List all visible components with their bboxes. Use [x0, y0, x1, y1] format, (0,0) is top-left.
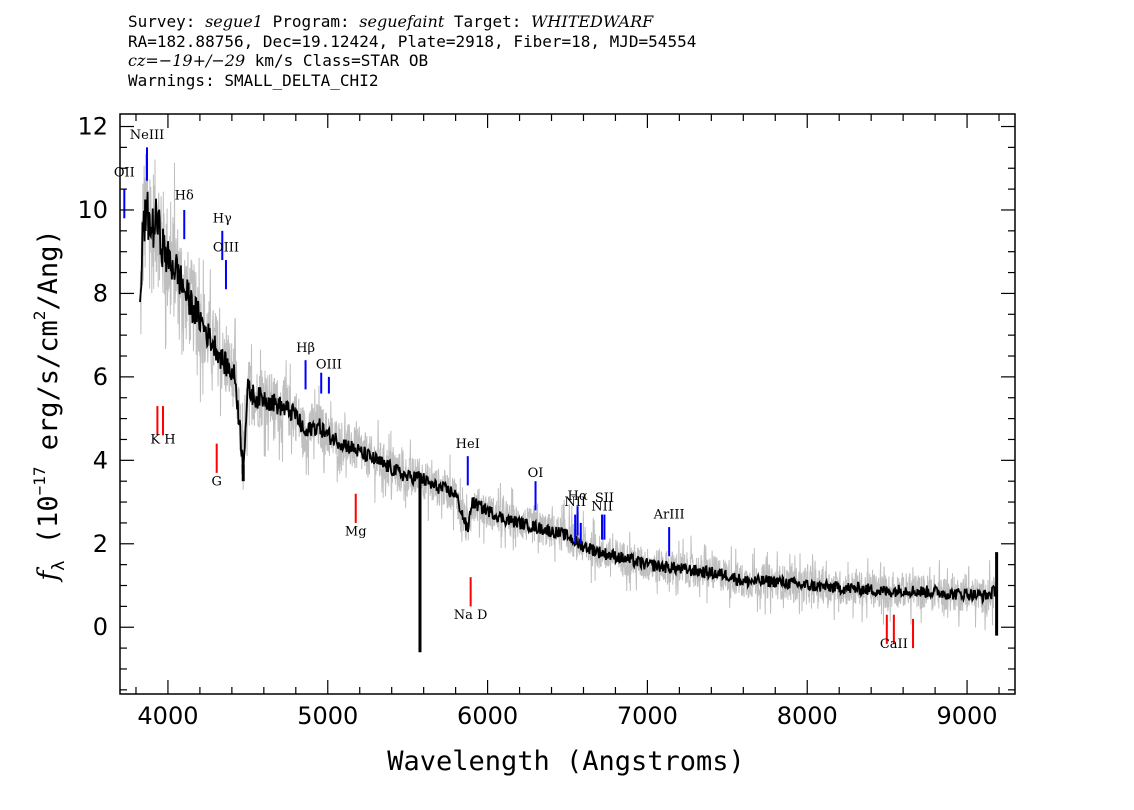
x-tick-label: 4000	[137, 702, 198, 730]
emission-line-label-13: NII	[591, 499, 613, 514]
emission-line-label-2: Hδ	[175, 189, 194, 204]
emission-line-label-11: Hα	[568, 489, 588, 504]
x-tick-label: 5000	[297, 702, 358, 730]
absorption-line-label-4: Na D	[454, 608, 488, 623]
target-value: WHITEDWARF	[530, 12, 654, 31]
survey-label: Survey:	[128, 12, 206, 31]
y-tick-label: 4	[93, 446, 108, 474]
y-axis-subscript: λ	[49, 560, 69, 570]
absorption-line-label-1: K H	[150, 433, 175, 448]
x-tick-label: 6000	[457, 702, 518, 730]
raw-flux-line	[139, 153, 998, 631]
axes-layer: 4000 5000 6000 7000 8000 9000 0 2 4 6 8 10 12	[77, 113, 1016, 730]
class-text: km/s Class=STAR OB	[245, 51, 429, 70]
emission-line-label-15: ArIII	[653, 508, 685, 523]
y-axis-exponent: −17	[30, 467, 49, 496]
program-label: Program:	[262, 12, 360, 31]
y-axis-close: /Ang)	[33, 229, 64, 310]
absorption-line-label-2: G	[211, 474, 221, 489]
emission-line-label-8: HeI	[456, 437, 480, 452]
emission-line-label-10: NII	[564, 495, 586, 510]
y-axis-units: erg/s/cm	[33, 320, 64, 466]
x-tick-label: 9000	[937, 702, 998, 730]
header-line-survey: Survey: segue1 Program: seguefaint Targe…	[128, 12, 696, 32]
smoothed-flux-line	[139, 191, 998, 606]
emission-line-label-4: OIII	[213, 241, 239, 256]
x-axis-title: Wavelength (Angstroms)	[387, 746, 745, 777]
emission-line-label-9: OI	[528, 466, 544, 481]
y-axis-open: (10	[33, 495, 64, 560]
spectral-lines-layer: OIINeIIIHδHγOIIIHβOIIIHeIOINIIHαNIISIIAr…	[114, 128, 915, 652]
absorption-line-label-3: Mg	[345, 524, 367, 539]
smoothed-flux-layer	[139, 191, 999, 653]
y-axis-symbol: f	[33, 567, 64, 583]
emission-line-label-3: Hγ	[213, 211, 232, 226]
y-tick-label: 2	[93, 530, 108, 558]
plot-frame	[119, 113, 1016, 695]
cz-label: cz=	[128, 51, 159, 70]
header-line-redshift: cz=−19+/−29 km/s Class=STAR OB	[128, 51, 696, 71]
program-value: seguefaint	[359, 12, 445, 31]
emission-line-label-7: OIII	[316, 358, 342, 373]
y-axis-title: fλ (10−17 erg/s/cm2/Ang)	[30, 229, 69, 582]
header-line-coordinates: RA=182.88756, Dec=19.12424, Plate=2918, …	[128, 31, 697, 51]
x-tick-label: 8000	[777, 702, 838, 730]
y-axis-exponent2: 2	[30, 311, 49, 321]
x-tick-label: 7000	[617, 702, 678, 730]
y-tick-label: 0	[93, 613, 108, 641]
y-tick-label: 6	[93, 363, 108, 391]
emission-line-label-5: Hβ	[296, 341, 315, 356]
survey-value: segue1	[205, 12, 263, 31]
raw-flux-layer	[139, 153, 998, 631]
absorption-line-label-6: CaII	[880, 637, 908, 652]
emission-line-label-1: NeIII	[130, 128, 164, 143]
y-tick-label: 12	[77, 113, 108, 141]
cz-value: −19+/−29	[158, 51, 246, 70]
y-tick-label: 8	[93, 279, 108, 307]
spectrum-header: Survey: segue1 Program: seguefaint Targe…	[128, 12, 696, 90]
emission-line-label-14: SII	[595, 491, 614, 506]
y-tick-label: 10	[77, 196, 108, 224]
target-label: Target:	[444, 12, 531, 31]
header-line-warnings: Warnings: SMALL_DELTA_CHI2	[128, 70, 379, 90]
emission-line-label-0: OII	[114, 166, 135, 181]
